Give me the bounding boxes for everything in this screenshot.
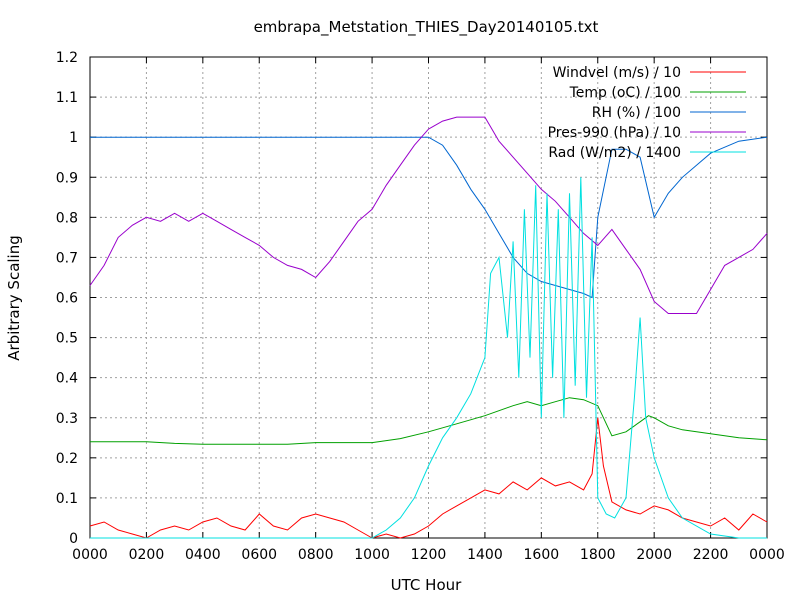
legend-label-2: RH (%) / 100 [592, 105, 681, 121]
series-line-3 [89, 116, 768, 314]
y-tick-label: 0 [69, 531, 78, 547]
chart-title: embrapa_Metstation_THIES_Day20140105.txt [254, 18, 599, 37]
x-tick-label: 2000 [636, 547, 672, 563]
y-axis-label: Arbitrary Scaling [5, 235, 23, 361]
y-tick-label: 0.5 [56, 331, 78, 347]
y-tick-label: 0.8 [56, 210, 78, 226]
x-tick-label: 0800 [298, 547, 334, 563]
legend: Windvel (m/s) / 10 Temp (oC) / 100 RH (%) … [548, 65, 746, 161]
x-tick-label: 1000 [354, 547, 390, 563]
x-tick-label: 0400 [185, 547, 221, 563]
y-tick-label: 0.3 [56, 411, 78, 427]
y-tick-label: 0.4 [56, 371, 78, 387]
legend-label-3: Pres-990 (hPa) / 10 [548, 125, 681, 141]
y-tick-label: 1.2 [56, 50, 78, 66]
x-tick-label: 1600 [524, 547, 560, 563]
legend-label-0: Windvel (m/s) / 10 [553, 65, 681, 81]
x-tick-label: 1200 [411, 547, 447, 563]
x-tick-label: 1400 [467, 547, 503, 563]
series-line-4 [90, 177, 767, 539]
y-tick-label: 0.7 [56, 250, 78, 266]
x-tick-label: 1800 [580, 547, 616, 563]
y-tick-label: 0.6 [56, 291, 78, 307]
legend-label-1: Temp (oC) / 100 [569, 85, 681, 101]
x-axis: 0000 0200 0400 0600 0800 1000 1200 1400 1600 1800… [72, 57, 785, 563]
y-tick-label: 0.2 [56, 451, 78, 467]
y-tick-label: 1 [69, 130, 78, 146]
x-tick-label: 0600 [241, 547, 277, 563]
x-tick-label: 2200 [693, 547, 729, 563]
series-line-2 [90, 136, 768, 299]
y-tick-label: 1.1 [56, 90, 78, 106]
legend-label-4: Rad (W/m2) / 1400 [548, 145, 681, 161]
series-line-1 [90, 397, 768, 445]
x-tick-label: 0200 [129, 547, 165, 563]
y-tick-label: 0.9 [56, 170, 78, 186]
x-tick-label: 0000 [72, 547, 108, 563]
y-tick-label: 0.1 [56, 491, 78, 507]
series-line-0 [89, 417, 768, 539]
x-axis-label: UTC Hour [391, 576, 462, 594]
x-tick-label: 0000 [749, 547, 785, 563]
series-group [89, 116, 768, 539]
